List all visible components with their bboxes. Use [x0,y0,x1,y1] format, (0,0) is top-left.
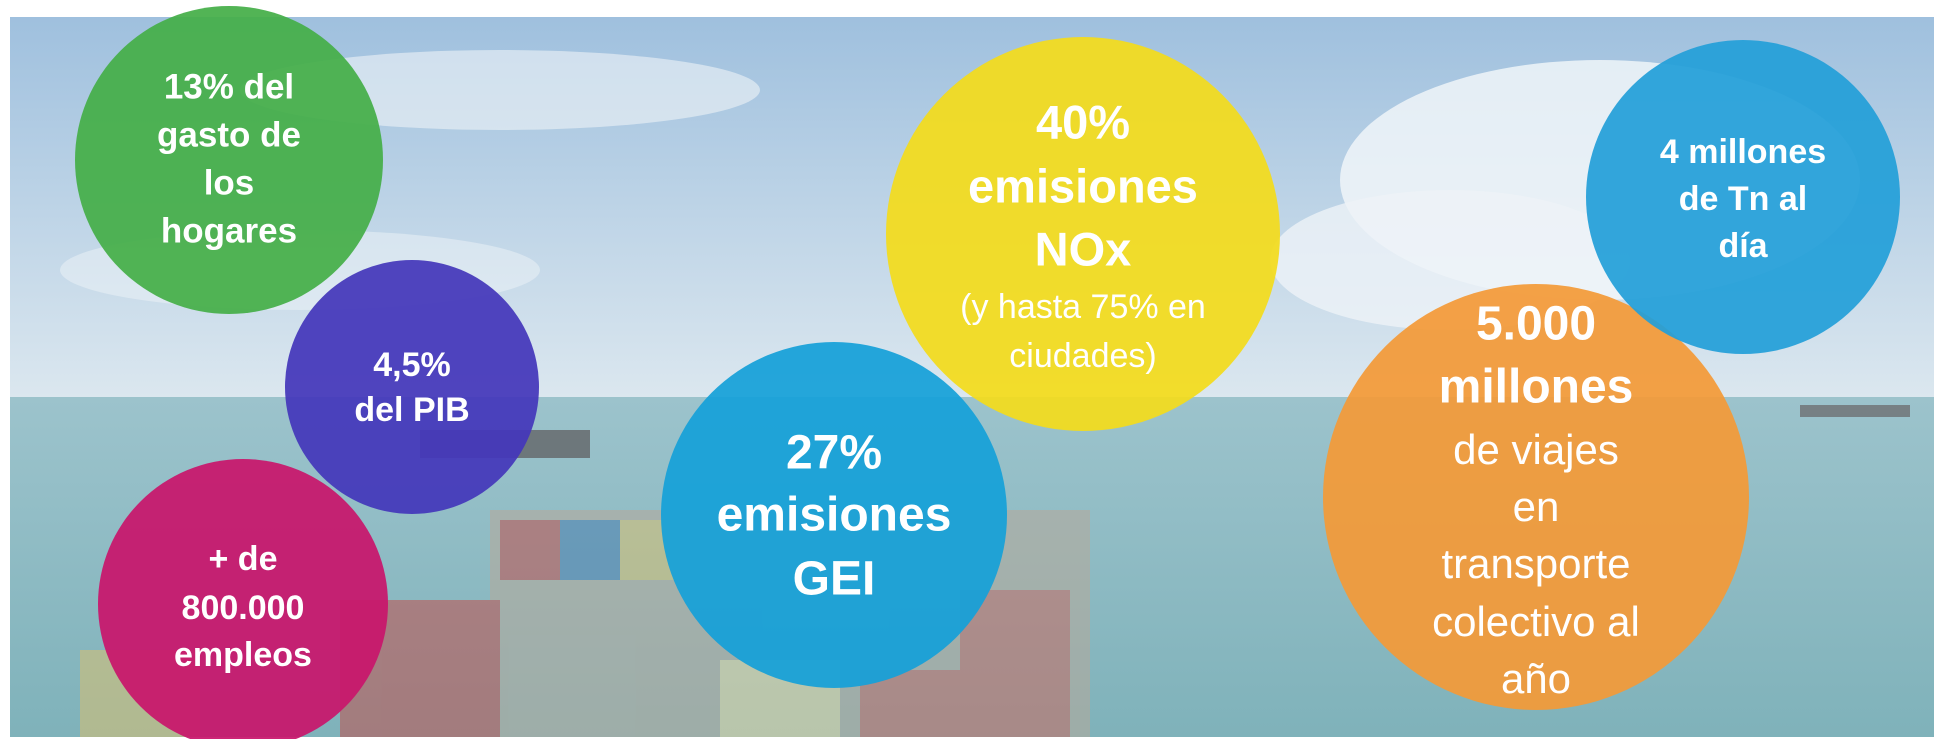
bubble-text: día [1718,227,1768,265]
bubble-text: de Tn al [1679,180,1807,218]
bubble-text: GEI [793,553,876,606]
bubble-text: + de [209,540,278,578]
bubble: 5.000 millones de viajes en transporte colect… [1323,284,1749,710]
bubble-text: año [1501,655,1571,702]
bubble-text: (y hasta 75% en [960,288,1206,326]
bubble-circle [285,260,539,514]
bubble-circle [75,6,383,314]
bubble-text: ciudades) [1009,337,1156,375]
infographic: 13% del gasto de los hogares 4,5% del PIB + de… [0,0,1934,739]
bubble-text: 13% del [164,67,294,106]
bubble-text: los [204,163,255,202]
bubble-text: NOx [1035,222,1132,275]
bubble-text: emisiones [968,159,1198,212]
bubble-text: del PIB [354,391,469,429]
bubble-text: gasto de [157,115,301,154]
bubble: 13% del gasto de los hogares [75,6,383,314]
bubble-text: 5.000 [1476,298,1596,351]
bubble-text: emisiones [717,489,952,542]
bubble-text: transporte [1441,540,1630,587]
bubble: + de 800.000 empleos [98,459,388,739]
bubble-text: 4,5% [373,346,451,384]
bubble: 4,5% del PIB [285,260,539,514]
bubble-text: 800.000 [182,589,305,627]
bubble-text: colectivo al [1432,598,1640,645]
bubble-text: 40% [1036,95,1130,148]
bubble: 40% emisiones NOx (y hasta 75% en ciudades) [886,37,1280,431]
bubble: 4 millones de Tn al día [1586,40,1900,354]
bubble-text: en [1513,483,1560,530]
bubble-text: de viajes [1453,426,1619,473]
bubble-text: millones [1439,361,1634,414]
bubble-text: 4 millones [1660,133,1826,171]
bubble-text: empleos [174,636,312,674]
bubble-text: 27% [786,427,882,480]
bubble-text: hogares [161,211,297,250]
bubble: 27% emisiones GEI [661,342,1007,688]
